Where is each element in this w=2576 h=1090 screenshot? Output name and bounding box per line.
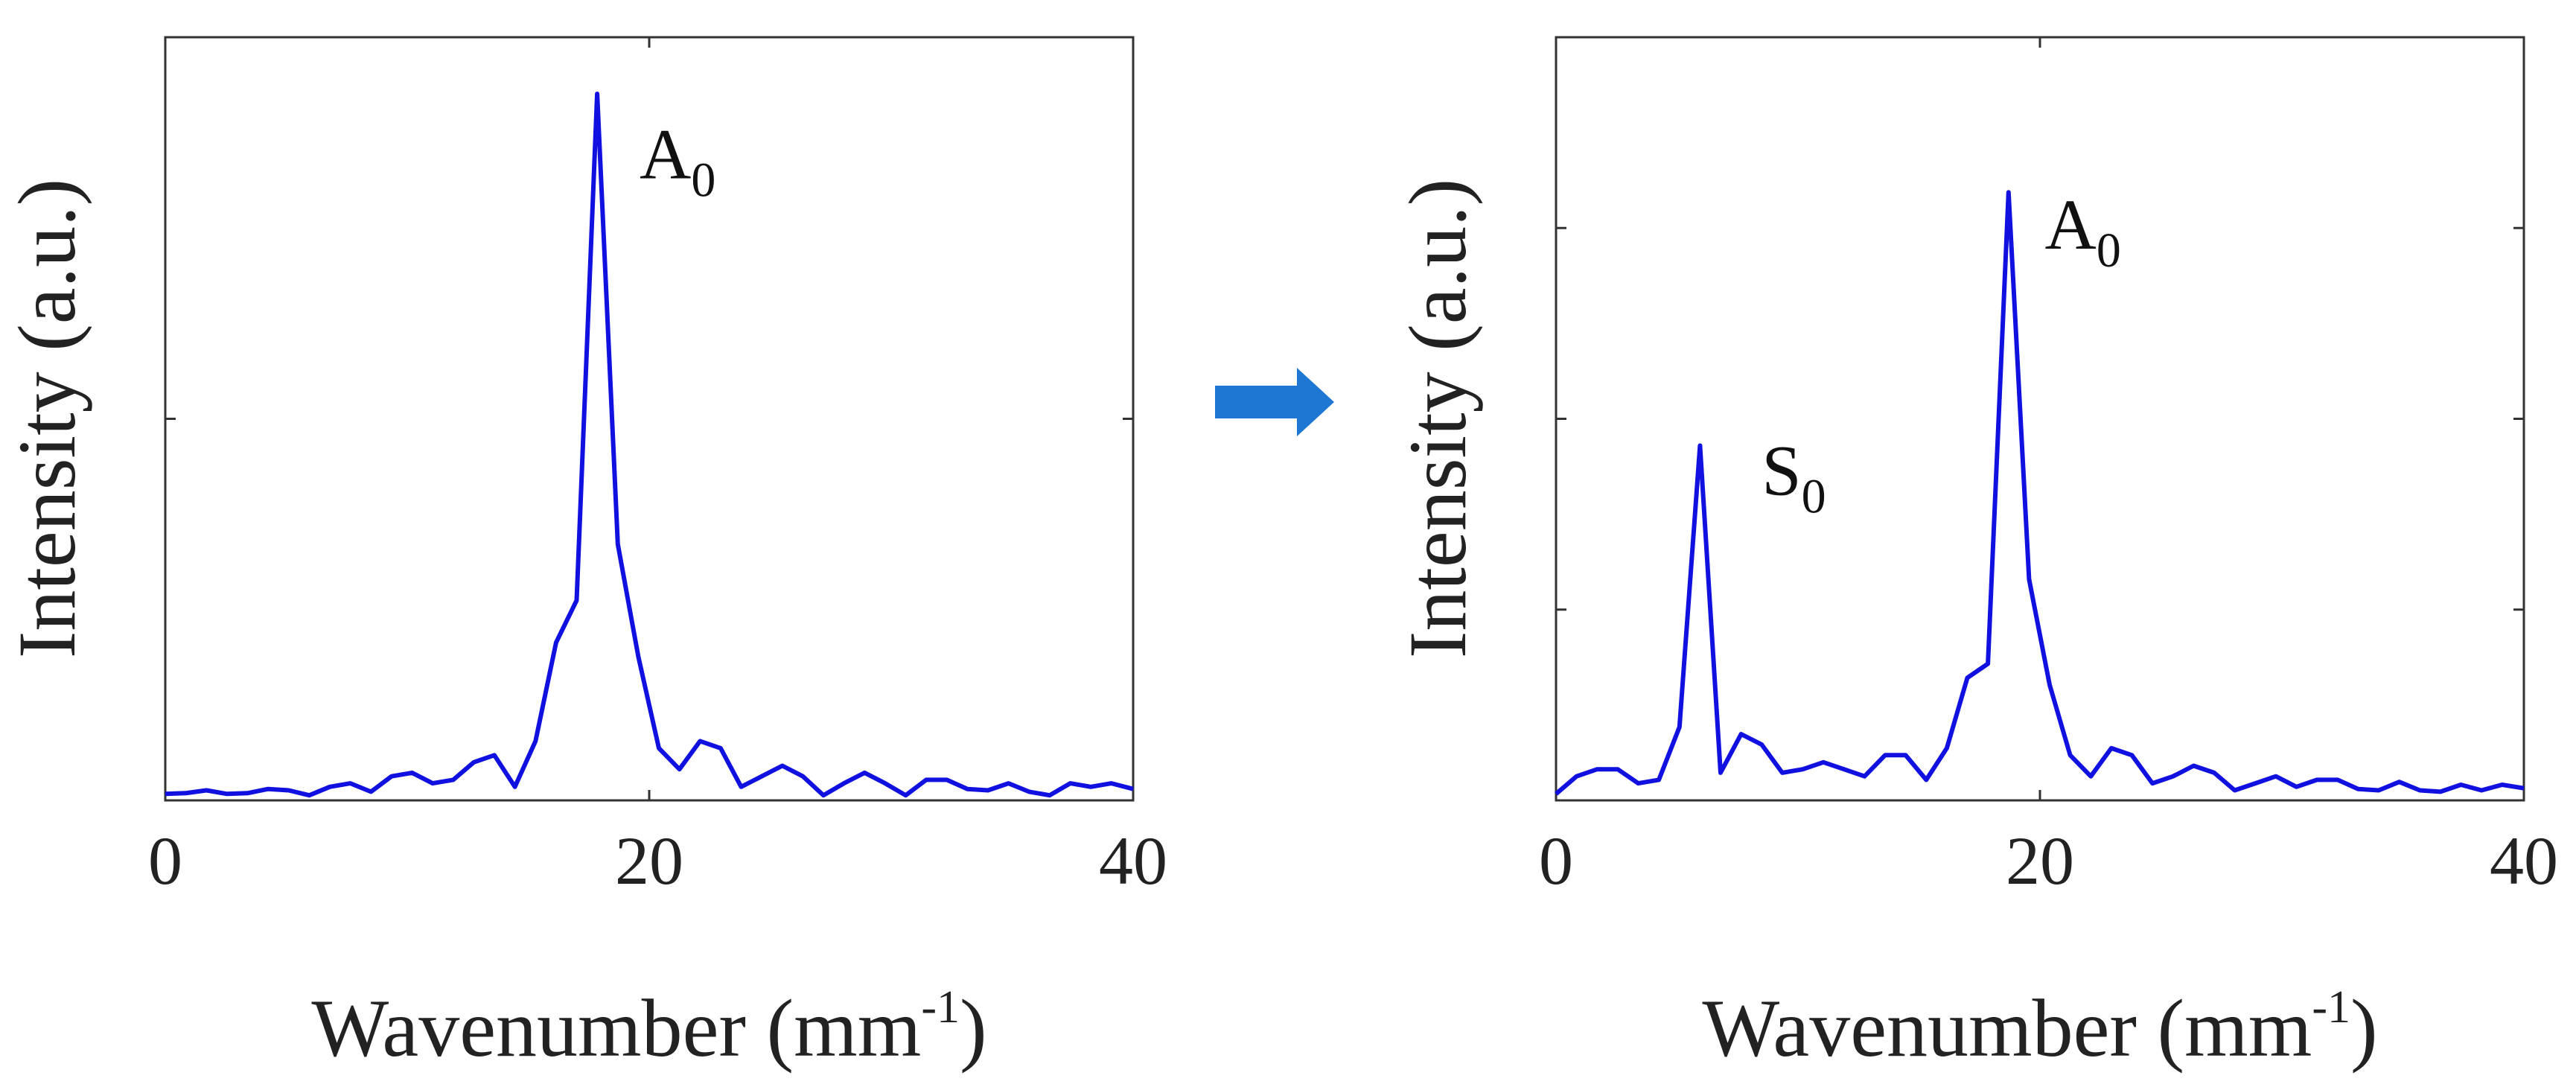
peak-label: S0 [1762,431,1826,524]
x-axis-title-main: Wavenumber (mm [1702,983,2312,1074]
peak-label-subscript: 0 [1802,470,1826,524]
chart-left: 0 20 40 Intensity (a.u.) Wavenumber (mm-1)… [1,36,1167,1074]
plot-frame [1555,36,2525,802]
x-axis-title-close: ) [2350,983,2378,1074]
y-axis-title: Intensity (a.u.) [1,179,92,659]
chart-right: 0 20 40 Intensity (a.u.) Wavenumber (mm-1)… [1392,36,2558,1074]
spectrum-line [165,92,1134,798]
x-tick-label: 0 [1539,823,1573,899]
x-axis-title-close: ) [960,983,987,1074]
x-tick-label: 0 [148,823,182,899]
y-axis-title: Intensity (a.u.) [1392,179,1483,659]
peak-label-subscript: 0 [2097,223,2121,278]
peak-label-letter: A [640,114,691,194]
x-tick-label: 40 [1099,823,1167,899]
x-axis-title-superscript: -1 [2312,982,2350,1033]
peak-label: A0 [640,114,715,207]
right-arrow-icon [1215,368,1334,436]
peak-annotations: A0 [640,114,715,207]
x-axis-title-main: Wavenumber (mm [311,983,921,1074]
peak-label-letter: S [1762,431,1801,511]
peak-label-subscript: 0 [691,153,715,207]
peak-label-letter: A [2045,185,2097,264]
x-tick-labels: 0 20 40 [1539,823,2558,899]
x-tick-label: 20 [615,823,683,899]
x-tick-label: 20 [2006,823,2074,899]
x-axis-title-superscript: -1 [921,982,960,1033]
spectrum-line [1555,190,2525,796]
peak-label: A0 [2045,185,2121,278]
x-tick-labels: 0 20 40 [148,823,1167,899]
x-axis-title: Wavenumber (mm-1) [1702,982,2377,1074]
x-axis-title: Wavenumber (mm-1) [311,982,986,1074]
tick-marks [1555,37,2525,800]
x-tick-label: 40 [2490,823,2558,899]
